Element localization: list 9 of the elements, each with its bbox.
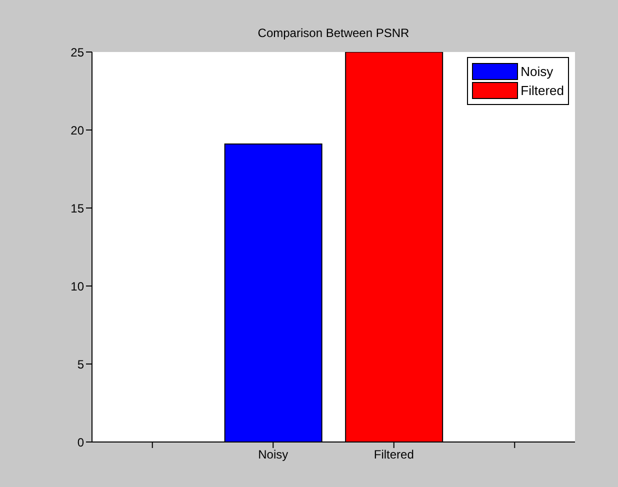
y-tick-label: 15 xyxy=(70,201,84,216)
chart-title: Comparison Between PSNR xyxy=(256,26,410,40)
y-tick-label: 25 xyxy=(70,45,84,60)
y-tick-label: 0 xyxy=(77,435,84,450)
y-tick-label: 20 xyxy=(70,123,84,138)
y-tick-label: 5 xyxy=(77,357,84,372)
y-tick-label: 10 xyxy=(70,279,84,294)
legend-label: Noisy xyxy=(520,64,554,79)
legend-label: Filtered xyxy=(520,83,564,98)
